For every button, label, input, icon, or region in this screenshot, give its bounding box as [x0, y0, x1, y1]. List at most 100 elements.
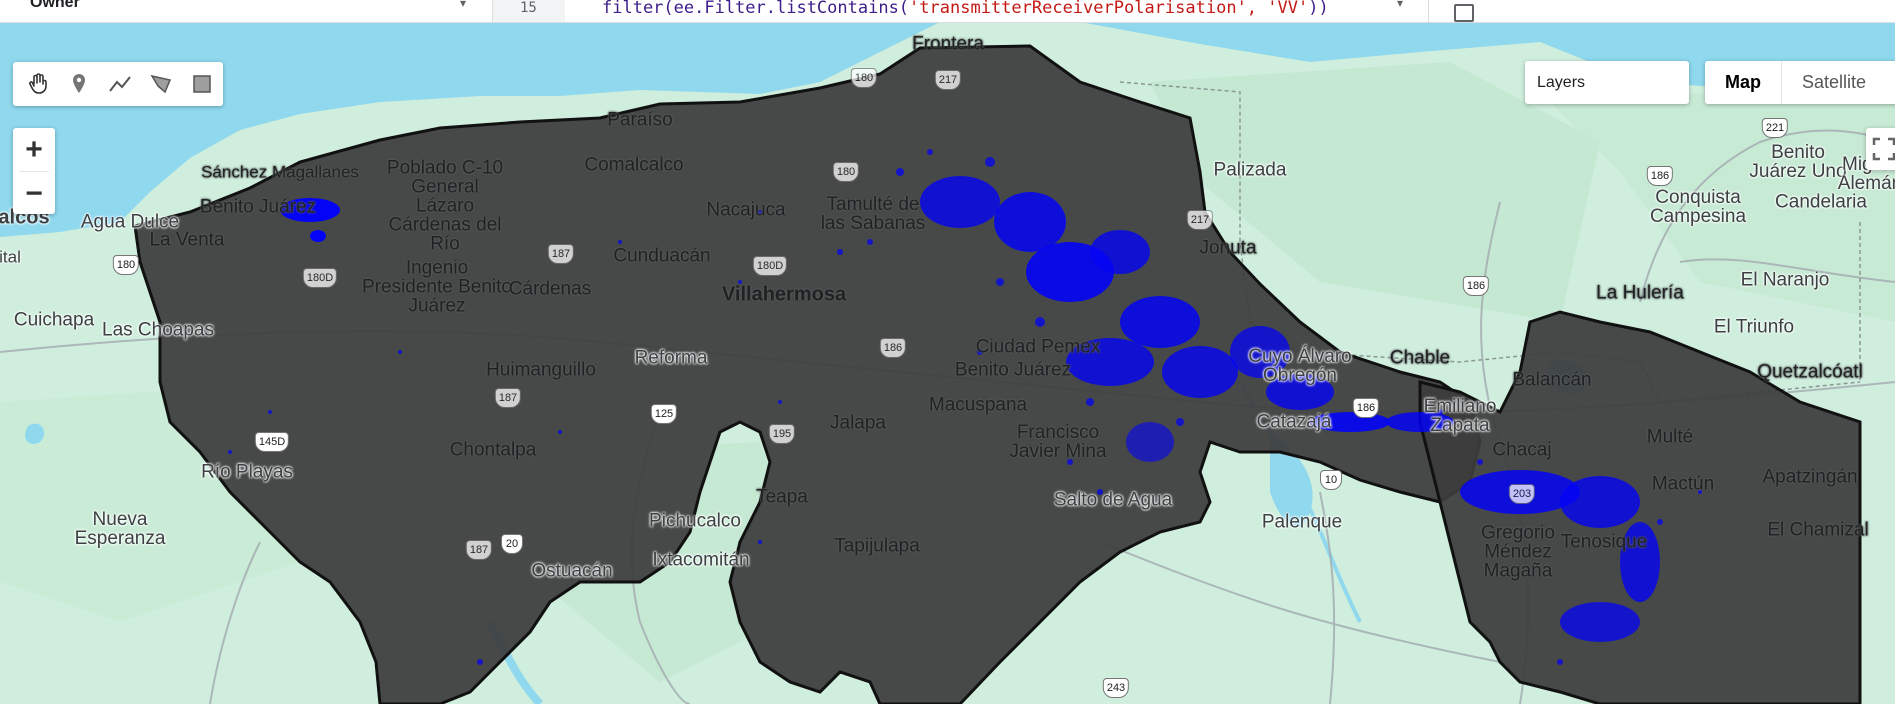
highway-shield: 186 — [1462, 276, 1490, 296]
highway-shield: 186 — [1646, 166, 1674, 186]
highway-shield: 180 — [850, 68, 878, 88]
highway-shield: 203 — [1508, 484, 1536, 504]
place-label: Multé — [1646, 426, 1694, 448]
highway-shield: 10 — [1320, 470, 1342, 490]
line-icon-svg — [109, 76, 131, 92]
place-label: El Chamizal — [1767, 519, 1869, 541]
place-label: El Naranjo — [1740, 269, 1830, 291]
map-type-control: Map Satellite — [1705, 61, 1895, 104]
place-label: Cunduacán — [613, 245, 711, 267]
place-label: Apatzingán — [1762, 466, 1858, 488]
place-label: Paraíso — [607, 109, 673, 131]
city-label: Villahermosa — [721, 283, 847, 306]
line-number: 15 — [520, 0, 537, 16]
owner-label: Owner — [30, 0, 80, 11]
place-label: Chable — [1389, 347, 1451, 369]
drawing-toolbar — [13, 62, 223, 106]
place-label: Tapijulapa — [834, 535, 920, 557]
zoom-out-button[interactable]: − — [25, 176, 43, 210]
marker-icon-svg — [72, 74, 85, 93]
place-label: Quetzalcóatl — [1757, 361, 1863, 383]
place-label: Sánchez Magallanes — [201, 163, 359, 182]
fullscreen-icon — [1872, 137, 1895, 161]
place-label: Tamulté de las Sabanas — [820, 194, 926, 234]
line-gutter — [492, 0, 565, 22]
place-label: Huimanguillo — [486, 359, 596, 381]
map-base — [0, 22, 1895, 704]
place-label: Tenosique — [1560, 531, 1648, 553]
zoom-control: + − — [13, 128, 55, 214]
place-label: Francisco Javier Mina — [1009, 422, 1107, 462]
highway-shield: 125 — [650, 404, 678, 424]
layers-button[interactable]: Layers — [1525, 61, 1689, 104]
place-label: Las Choapas — [102, 319, 214, 341]
highway-shield: 195 — [768, 424, 796, 444]
place-label: Benito Juárez — [954, 359, 1072, 381]
divider — [19, 171, 49, 172]
place-label: Frontera — [912, 33, 984, 55]
place-label: Cárdenas — [508, 278, 592, 300]
highway-shield: 180D — [752, 256, 788, 276]
place-label: Ixtacomitán — [652, 549, 750, 571]
checkbox[interactable] — [1454, 4, 1474, 22]
hand-icon[interactable] — [17, 62, 58, 106]
place-label: Poblado C-10 General Lázaro Cárdenas del… — [386, 157, 504, 255]
hand-icon-svg — [28, 73, 47, 94]
polygon-icon[interactable] — [141, 62, 182, 106]
chevron-down-icon[interactable]: ▾ — [460, 0, 467, 10]
fullscreen-button[interactable] — [1866, 128, 1895, 170]
place-label: El Triunfo — [1713, 316, 1795, 338]
highway-shield: 20 — [501, 534, 523, 554]
place-label: Teapa — [756, 486, 808, 508]
place-label: Candelaria — [1775, 191, 1867, 213]
place-label: Jalapa — [830, 412, 886, 434]
chevron-down-icon[interactable]: ▾ — [1397, 0, 1404, 10]
highway-shield: 187 — [465, 540, 493, 560]
polygon-icon-svg — [150, 74, 172, 94]
place-label: Salto de Agua — [1053, 489, 1173, 511]
place-label: Río Playas — [201, 461, 293, 483]
place-label-part: Sánchez Magallanes — [201, 162, 359, 182]
highway-shield: 221 — [1761, 118, 1789, 138]
code-prefix: filter(ee.Filter.listContains( — [602, 0, 910, 18]
place-label: Chontalpa — [449, 439, 537, 461]
highway-shield: 180D — [302, 268, 338, 288]
zoom-in-button[interactable]: + — [25, 132, 43, 166]
rectangle-icon[interactable] — [182, 62, 223, 106]
highway-shield: 180 — [832, 162, 860, 182]
highway-shield: 187 — [494, 388, 522, 408]
highway-shield: 180 — [112, 255, 140, 275]
place-label: Pichucalco — [649, 510, 741, 532]
place-label: Gregorio Méndez Magaña — [1481, 522, 1555, 582]
place-label: Benito Juárez — [199, 196, 317, 218]
place-label: Nueva Esperanza — [74, 509, 166, 549]
place-label: Ciudad Pemex — [975, 336, 1101, 358]
code-line[interactable]: filter(ee.Filter.listContains('transmitt… — [602, 0, 1329, 18]
panel-divider — [1428, 0, 1429, 22]
place-label: Palizada — [1213, 159, 1287, 181]
place-label: Palenque — [1261, 511, 1343, 533]
place-label: ital — [0, 247, 21, 267]
place-label: Reforma — [634, 347, 708, 369]
place-label: Catazajá — [1256, 411, 1332, 433]
place-label: Balancán — [1512, 369, 1592, 391]
highway-shield: 145D — [254, 432, 290, 452]
marker-icon[interactable] — [58, 62, 99, 106]
place-label: Nacajuca — [706, 199, 786, 221]
code-suffix: )) — [1308, 0, 1329, 18]
place-label: Cuyo Álvaro Obregón — [1248, 346, 1352, 386]
highway-shield: 217 — [934, 70, 962, 90]
place-label: Mactún — [1651, 473, 1715, 495]
highway-shield: 187 — [547, 244, 575, 264]
place-label: Emiliano Zapata — [1423, 396, 1497, 436]
map-type-map-button[interactable]: Map — [1705, 61, 1782, 104]
place-label: Jonuta — [1199, 237, 1257, 259]
map-type-satellite-button[interactable]: Satellite — [1802, 72, 1867, 92]
highway-shield: 186 — [879, 338, 907, 358]
place-label: Ingenio Presidente Benito Juárez — [362, 257, 512, 317]
line-icon[interactable] — [99, 62, 140, 106]
map-canvas[interactable]: Frontera Paraíso Sánchez Magallanes Pobl… — [0, 22, 1895, 704]
code-string: 'transmitterReceiverPolarisation', 'VV' — [909, 0, 1309, 18]
code-editor-strip: Owner ▾ 15 filter(ee.Filter.listContains… — [0, 0, 1895, 23]
